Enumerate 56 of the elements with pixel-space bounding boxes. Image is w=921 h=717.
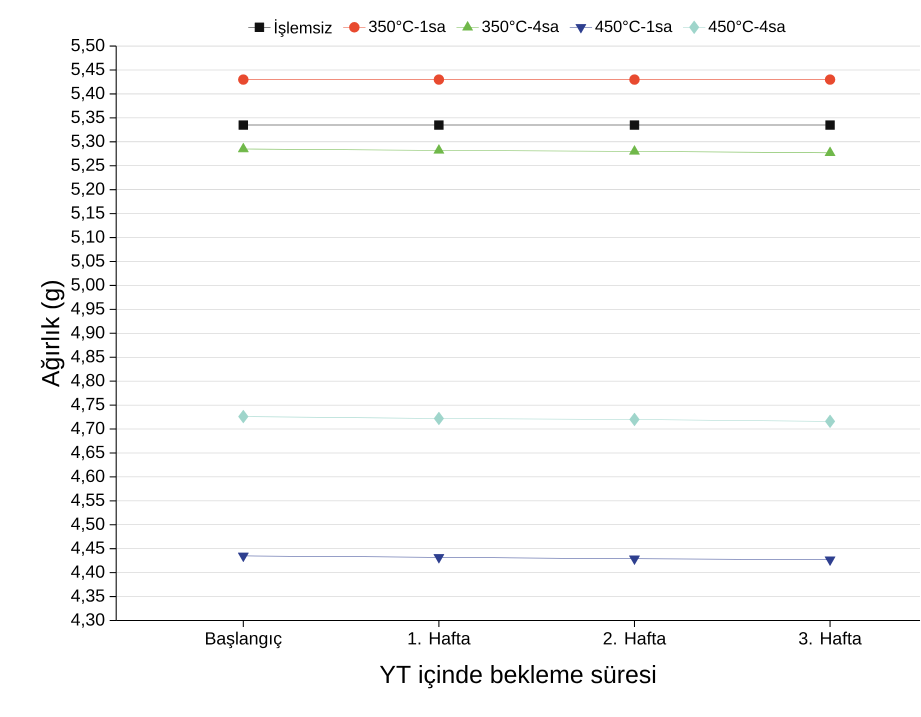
point [434, 120, 444, 130]
point [238, 120, 248, 130]
y-tick-label: 4,40 [71, 566, 104, 580]
y-tick-label: 4,35 [71, 589, 104, 604]
point [824, 556, 836, 566]
legend-label: 350°C-1sa [368, 20, 446, 32]
point [630, 120, 640, 130]
y-tick-label: 4,50 [71, 518, 104, 532]
x-tick-label: 3. Hafta [799, 632, 862, 645]
point [824, 74, 836, 86]
y-tick-label: 4,75 [71, 398, 104, 412]
y-tick-label: 5,50 [71, 38, 104, 54]
x-tick-label: 1. Hafta [408, 632, 471, 645]
y-tick-label: 4,70 [71, 422, 104, 437]
y-tick-label: 5,05 [71, 254, 104, 269]
point [434, 554, 444, 564]
y-tick-label: 4,90 [71, 326, 104, 341]
point [434, 74, 444, 86]
point [238, 74, 249, 86]
y-tick-label: 5,30 [71, 134, 104, 150]
y-tick-label: 4,65 [71, 446, 104, 460]
y-tick-label: 5,00 [71, 278, 104, 293]
y-tick-label: 5,20 [71, 182, 104, 198]
point [238, 552, 249, 562]
y-tick-label: 4,95 [71, 302, 104, 317]
point [434, 144, 444, 154]
point [434, 412, 444, 426]
legend-label: İşlemsiz [274, 19, 332, 38]
point [238, 410, 248, 424]
y-tick-label: 4,85 [71, 350, 104, 365]
x-tick-label: Başlangıç [206, 632, 282, 648]
point [824, 414, 836, 428]
legend-label: 350°C-4sa [482, 20, 560, 32]
point [238, 143, 249, 152]
point [825, 120, 835, 130]
x-tick-label: 2. Hafta [604, 632, 666, 645]
point [629, 412, 640, 426]
point [629, 556, 640, 566]
y-tick-label: 5,15 [71, 206, 104, 222]
y-tick-label: 5,40 [71, 86, 104, 102]
y-tick-label: 4,30 [71, 613, 104, 628]
point [629, 74, 640, 86]
y-tick-label: 5,35 [71, 110, 104, 126]
x-axis-title: YT içinde bekleme süresi [380, 665, 656, 688]
legend-label: 450°C-4sa [708, 20, 786, 32]
y-tick-label: 4,60 [71, 470, 104, 484]
y-axis-title: Ağırlık (g) [40, 281, 64, 388]
y-tick-label: 4,45 [71, 542, 104, 556]
y-tick-label: 4,55 [71, 494, 104, 508]
point [629, 145, 640, 155]
y-tick-label: 5,25 [71, 158, 104, 174]
y-tick-label: 4,80 [71, 374, 104, 389]
legend-label: 450°C-1sa [595, 20, 672, 32]
point [824, 146, 836, 156]
y-tick-label: 5,10 [71, 230, 104, 246]
y-tick-label: 5,45 [71, 63, 104, 78]
